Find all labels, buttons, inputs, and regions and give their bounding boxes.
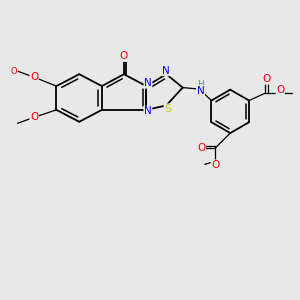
Text: O: O	[276, 85, 284, 94]
Text: O: O	[30, 72, 38, 82]
Text: O: O	[211, 160, 220, 170]
Text: S: S	[164, 104, 171, 114]
Text: O: O	[197, 143, 206, 153]
Text: N: N	[144, 78, 152, 88]
Text: O: O	[11, 67, 17, 76]
Text: H: H	[197, 80, 204, 89]
Text: N: N	[163, 66, 170, 76]
Text: N: N	[197, 85, 204, 96]
Text: O: O	[120, 51, 128, 62]
Text: O: O	[30, 112, 38, 122]
Text: O: O	[262, 74, 271, 84]
Text: N: N	[144, 106, 152, 116]
